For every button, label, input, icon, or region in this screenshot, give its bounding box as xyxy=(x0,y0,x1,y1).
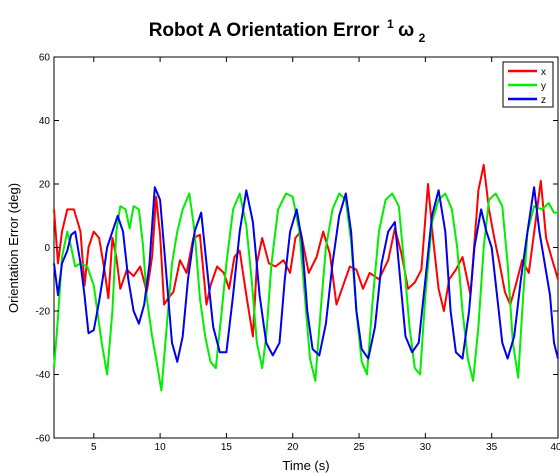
chart-title-symbol: ω xyxy=(398,20,414,41)
x-tick-label: 5 xyxy=(91,442,97,453)
x-tick-label: 30 xyxy=(420,442,432,453)
legend: x y z xyxy=(502,61,554,108)
series-layer xyxy=(53,163,559,392)
chart-title: Robot A Orientation Error 1 ω 2 xyxy=(149,15,426,45)
plot-area xyxy=(53,56,559,439)
y-tick-label: -20 xyxy=(36,307,51,318)
legend-label-y: y xyxy=(541,81,546,92)
x-tick-label: 10 xyxy=(155,442,167,453)
x-tick-label: 35 xyxy=(486,442,498,453)
x-axis-label: Time (s) xyxy=(282,458,329,473)
y-tick-label: 20 xyxy=(39,180,51,191)
y-tick-label: -60 xyxy=(36,434,51,445)
x-tick-label: 20 xyxy=(287,442,299,453)
y-tick-label: 60 xyxy=(39,53,51,64)
x-tick-label: 40 xyxy=(550,442,560,453)
legend-label-z: z xyxy=(541,95,546,106)
x-tick-label: 15 xyxy=(221,442,233,453)
y-tick-label: -40 xyxy=(36,370,51,381)
x-tick-label: 25 xyxy=(353,442,365,453)
y-axis-label: Orientation Error (deg) xyxy=(6,183,21,313)
series-line-z xyxy=(53,186,559,363)
y-tick-label: 40 xyxy=(39,116,51,127)
chart-title-superscript: 1 xyxy=(387,17,394,31)
y-tick-label: 0 xyxy=(44,243,50,254)
chart-title-text: Robot A Orientation Error xyxy=(149,20,380,41)
tick-layer: 5 10 15 20 25 30 35 40 -60 -40 -20 0 20 40 60 xyxy=(36,53,560,454)
chart-title-subscript: 2 xyxy=(419,31,426,45)
legend-label-x: x xyxy=(541,67,546,78)
